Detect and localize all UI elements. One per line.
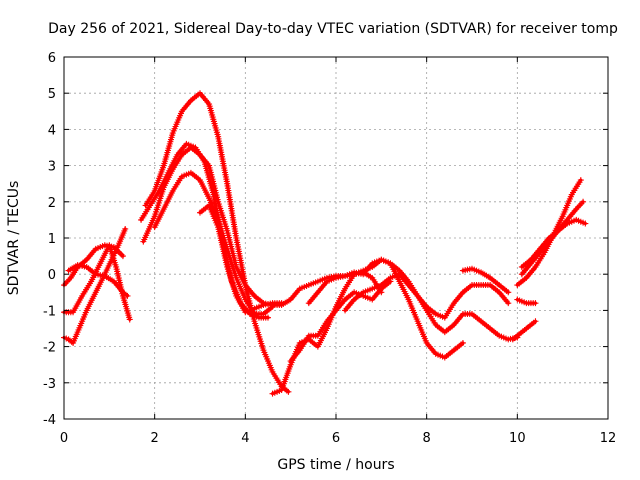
x-tick-label: 8 xyxy=(423,431,431,446)
series-layer xyxy=(61,90,589,397)
x-axis-label: GPS time / hours xyxy=(277,457,394,473)
y-tick-label: 6 xyxy=(48,51,56,66)
data-point-marker xyxy=(265,314,271,321)
series-arc-19 xyxy=(514,296,539,307)
data-point-marker xyxy=(459,339,466,346)
data-point-marker xyxy=(278,300,285,307)
series-arc-11 xyxy=(287,278,394,365)
y-tick-label: -2 xyxy=(43,341,56,356)
series-line xyxy=(270,258,465,396)
x-tick-label: 4 xyxy=(241,431,249,446)
y-tick-label: 4 xyxy=(48,123,56,138)
x-tick-label: 0 xyxy=(60,431,68,446)
series-arc-4 xyxy=(65,262,131,299)
series-arc-2 xyxy=(61,242,126,289)
x-tick-label: 2 xyxy=(151,431,159,446)
series-arc-9 xyxy=(197,202,285,316)
x-tick-label: 6 xyxy=(332,431,340,446)
data-point-marker xyxy=(119,253,126,260)
y-axis-label: SDTVAR / TECUs xyxy=(6,181,22,296)
data-point-marker xyxy=(122,225,129,232)
x-tick-label: 10 xyxy=(509,431,526,446)
y-tick-label: 0 xyxy=(48,268,56,283)
series-arc-18 xyxy=(518,216,589,270)
series-arc-14 xyxy=(459,265,512,296)
y-tick-label: 3 xyxy=(48,160,56,175)
series-arc-13 xyxy=(342,271,512,321)
data-point-marker xyxy=(126,316,133,323)
data-point-marker xyxy=(505,300,512,307)
y-tick-label: -1 xyxy=(43,304,56,319)
data-point-marker xyxy=(582,220,589,227)
y-tick-label: 1 xyxy=(48,232,56,247)
data-point-marker xyxy=(285,388,292,395)
data-point-marker xyxy=(577,177,584,184)
y-tick-label: 2 xyxy=(48,196,56,211)
series-arc-8 xyxy=(151,169,276,318)
series-line xyxy=(144,91,290,394)
series-arc-15 xyxy=(509,318,539,343)
x-tick-label: 12 xyxy=(600,431,617,446)
y-tick-label: -4 xyxy=(43,413,56,428)
series-arc-7 xyxy=(142,90,292,395)
data-point-marker xyxy=(124,292,131,299)
data-point-marker xyxy=(532,318,539,325)
series-line xyxy=(511,319,538,341)
series-line xyxy=(141,145,383,307)
data-point-marker xyxy=(532,300,539,307)
data-point-marker xyxy=(505,289,512,296)
chart-title: Day 256 of 2021, Sidereal Day-to-day VTE… xyxy=(48,21,618,37)
y-tick-label: -3 xyxy=(43,377,56,392)
data-point-marker xyxy=(580,198,587,205)
y-tick-label: 5 xyxy=(48,87,56,102)
